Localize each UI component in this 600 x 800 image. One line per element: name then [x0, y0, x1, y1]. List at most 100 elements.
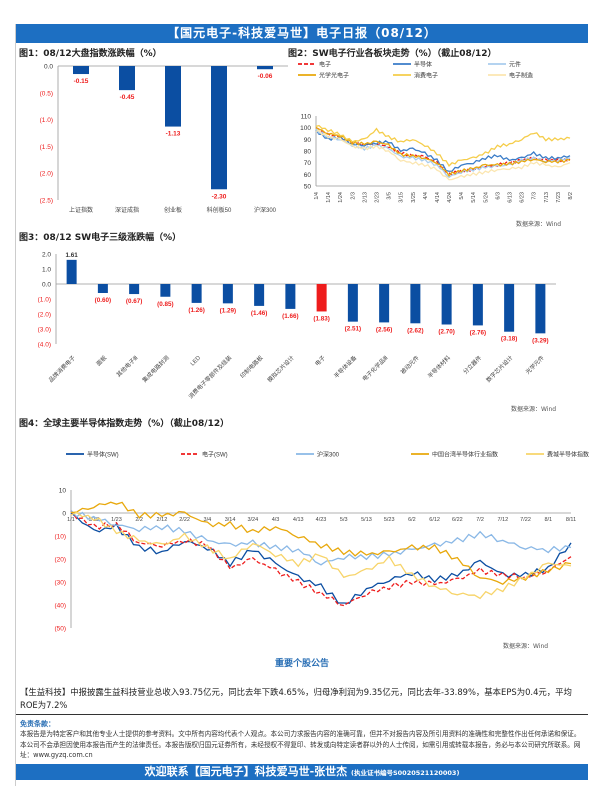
bar — [211, 66, 227, 190]
disclaimer-text: 本报告是为特定客户和其他专业人士提供的参考资料。文中所有内容均代表个人观点。本公… — [20, 730, 581, 759]
y-tick-label: 90 — [304, 137, 312, 144]
bar-value-label: -2.30 — [212, 193, 227, 200]
x-tick-label: 5/13 — [361, 517, 372, 523]
series-line-0 — [70, 512, 572, 604]
x-tick-label: 7/13 — [544, 192, 550, 203]
x-category-label: 科创板50 — [207, 206, 232, 214]
fig3-chart: (4.0) (3.0) (2.0) (1.0) 0.0 1.0 2.0 1.61 品牌消费电子 (… — [38, 252, 556, 400]
legend-label: 电子 — [319, 61, 331, 69]
bar-value-label: (0.60) — [95, 297, 111, 304]
bar — [129, 284, 140, 295]
bar-value-label: (2.56) — [376, 326, 392, 333]
y-tick-label: 2.0 — [42, 252, 51, 259]
y-tick-label: (3.0) — [38, 327, 51, 334]
y-tick-label: 80 — [304, 149, 312, 156]
legend-label: 电子(SW) — [202, 451, 228, 459]
bar — [119, 66, 135, 91]
x-tick-label: 5/24 — [483, 192, 489, 203]
x-category-label: 创业板 — [164, 206, 182, 214]
x-category-label: 电子化学品Ⅲ — [361, 354, 390, 383]
x-category-label: 分立器件 — [461, 354, 483, 376]
x-tick-label: 7/22 — [520, 517, 531, 523]
bar — [441, 284, 452, 325]
series-line-4 — [70, 511, 572, 600]
x-tick-label: 6/12 — [429, 517, 440, 523]
x-tick-label: 4/24 — [447, 192, 453, 203]
legend-label: 元件 — [509, 61, 521, 69]
announcement-text: 【生益科技】中报披露生益科技营业总收入93.75亿元，同比去年下跌4.65%，归… — [16, 684, 588, 715]
bar-value-label: (1.26) — [188, 307, 204, 314]
bar — [316, 284, 327, 312]
bar — [347, 284, 358, 322]
bar — [97, 284, 108, 293]
x-tick-label: 7/3 — [532, 192, 538, 200]
x-tick-label: 5/14 — [471, 192, 477, 203]
x-tick-label: 1/24 — [338, 192, 344, 203]
y-tick-label: 110 — [301, 114, 312, 121]
y-tick-label: (4.0) — [38, 342, 51, 349]
x-category-label: 其他电子Ⅲ — [115, 354, 140, 379]
y-tick-label: 10 — [59, 488, 67, 495]
bar — [285, 284, 296, 309]
bar-value-label: (2.76) — [470, 329, 486, 336]
x-tick-label: 2/23 — [374, 192, 380, 203]
series-line-0 — [315, 127, 571, 176]
series-line-1 — [315, 129, 571, 172]
x-tick-label: 2/13 — [362, 192, 368, 203]
y-tick-label: (1.0) — [38, 297, 51, 304]
y-tick-label: 0 — [62, 511, 66, 518]
bar-value-label: -0.06 — [258, 73, 273, 80]
footer-contact: 欢迎联系【国元电子】科技爱马世-张世杰 (执业证书编号S002052112000… — [16, 764, 588, 780]
important-announcements-title: 重要个股公告 — [274, 659, 329, 669]
footer-text: 欢迎联系【国元电子】科技爱马世-张世杰 — [144, 765, 348, 778]
footer-license: (执业证书编号S0020521120003) — [351, 769, 460, 777]
x-tick-label: 8/11 — [566, 517, 576, 523]
x-tick-label: 1/23 — [111, 517, 122, 523]
bar — [410, 284, 421, 324]
legend-label: 沪深300 — [317, 451, 340, 459]
series-line-1 — [70, 510, 572, 607]
fig2-title: 图2：SW电子行业各板块走势（%）（截止08/12） — [288, 49, 497, 59]
x-tick-label: 3/4 — [204, 517, 212, 523]
bar-value-label: (2.51) — [345, 326, 361, 333]
bar — [257, 66, 273, 70]
x-tick-label: 8/2 — [568, 192, 574, 200]
x-tick-label: 2/22 — [179, 517, 190, 523]
x-category-label: 数字芯片设计 — [484, 354, 514, 384]
bar-value-label: (3.29) — [532, 337, 548, 344]
x-category-label: 半导体设备 — [332, 354, 358, 380]
x-category-label: 模拟芯片设计 — [266, 354, 296, 384]
report-page: 【国元电子-科技爱马世】电子日报（08/12） 图1：08/12大盘指数涨跌幅（… — [15, 24, 589, 786]
y-tick-label: (2.0) — [38, 312, 51, 319]
y-tick-label: 0.0 — [42, 282, 51, 289]
x-category-label: 光学元件 — [524, 354, 546, 376]
bar-value-label: -1.13 — [166, 131, 181, 138]
series-line-4 — [315, 124, 571, 167]
x-tick-label: 7/23 — [556, 192, 562, 203]
x-tick-label: 4/23 — [316, 517, 327, 523]
x-tick-label: 3/25 — [411, 192, 417, 203]
bar-value-label: (1.46) — [251, 310, 267, 317]
bar — [222, 284, 233, 304]
series-line-2 — [70, 510, 572, 566]
y-tick-label: 1.0 — [42, 267, 51, 274]
x-tick-label: 2/3 — [350, 192, 356, 200]
x-category-label: 被动元件 — [399, 354, 421, 376]
fig4-title: 图4：全球主要半导体指数走势（%）（截止08/12） — [19, 419, 230, 429]
series-line-5 — [315, 129, 571, 181]
x-tick-label: 5/23 — [384, 517, 395, 523]
x-category-label: 半导体材料 — [426, 354, 452, 380]
x-tick-label: 2/2 — [135, 517, 143, 523]
x-tick-label: 1/1 — [67, 517, 75, 523]
bar — [66, 259, 77, 284]
legend-label: 半导体(SW) — [87, 451, 119, 459]
bar-value-label: (2.70) — [438, 329, 454, 336]
x-tick-label: 3/5 — [387, 192, 393, 200]
y-tick-label: (50) — [54, 626, 66, 633]
fig2-chart: 50 60 70 80 90 100 110 1/4 1/14 1/24 2/3 2/13 2/23 3/… — [298, 61, 574, 203]
series-line-3 — [70, 501, 572, 585]
x-tick-label: 3/14 — [225, 517, 236, 523]
x-tick-label: 1/4 — [314, 192, 320, 200]
y-tick-label: (20) — [54, 557, 66, 564]
